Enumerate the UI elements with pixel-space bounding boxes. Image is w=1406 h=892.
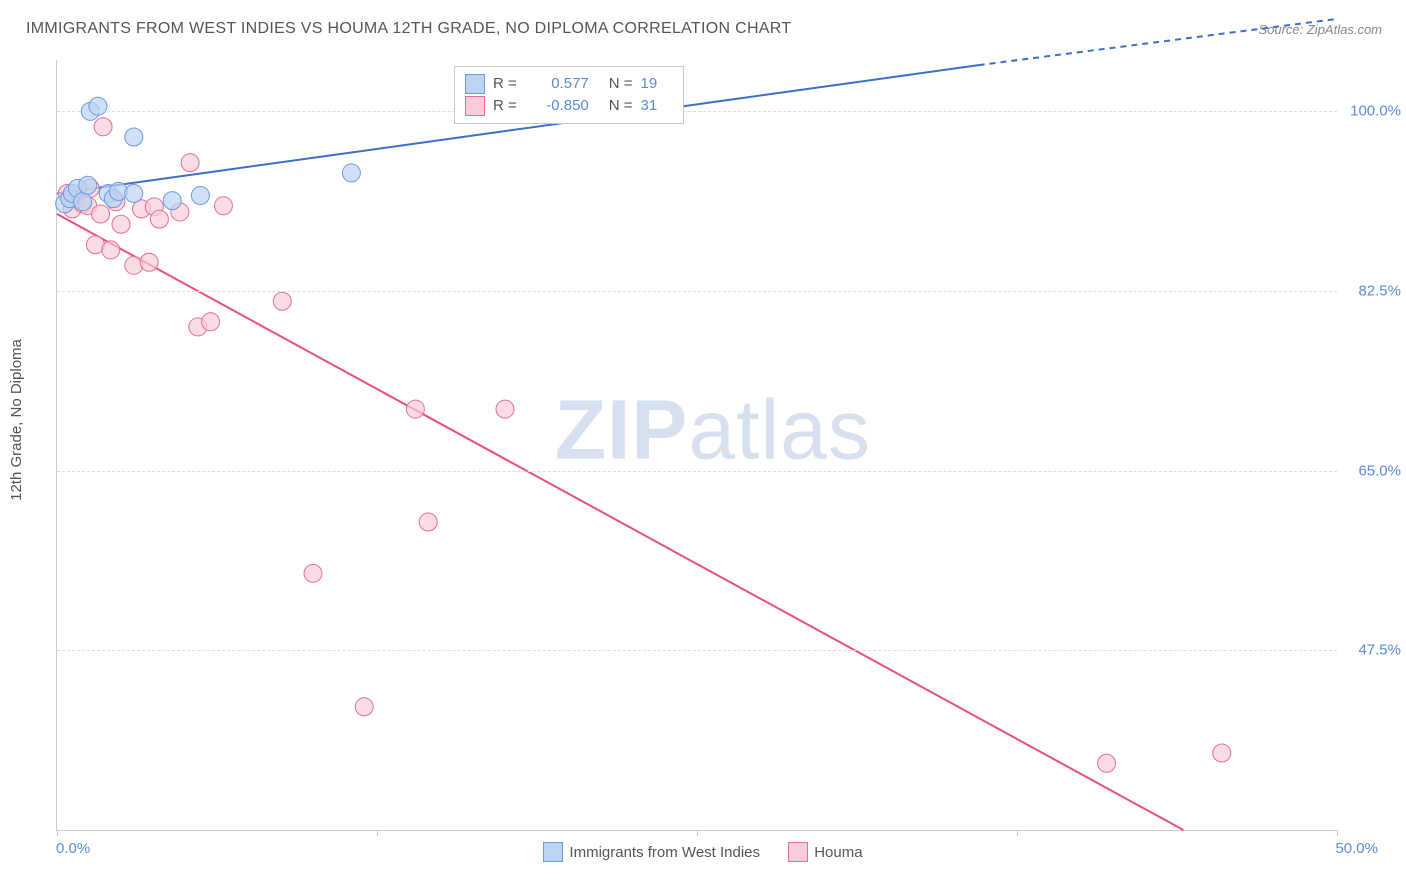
x-tick [1337, 830, 1338, 836]
chart-title: IMMIGRANTS FROM WEST INDIES VS HOUMA 12T… [26, 20, 791, 38]
data-point [355, 698, 373, 716]
gridline [57, 471, 1337, 472]
x-tick [1017, 830, 1018, 836]
data-point [112, 215, 130, 233]
y-tick-label: 65.0% [1358, 462, 1401, 479]
data-point [191, 187, 209, 205]
r-label-1: R = [493, 73, 517, 95]
n-label-1: N = [609, 73, 633, 95]
r-label-2: R = [493, 95, 517, 117]
data-point [202, 313, 220, 331]
data-point [273, 292, 291, 310]
regression-line [57, 214, 1183, 830]
data-point [406, 400, 424, 418]
n-label-2: N = [609, 95, 633, 117]
bottom-legend-swatch-2 [788, 842, 808, 862]
data-point [214, 197, 232, 215]
data-point [94, 118, 112, 136]
data-point [163, 192, 181, 210]
bottom-legend-label-2: Houma [814, 844, 862, 861]
gridline [57, 291, 1337, 292]
n-value-1: 19 [641, 73, 671, 95]
data-point [102, 241, 120, 259]
y-tick-label: 82.5% [1358, 283, 1401, 300]
bottom-legend-item-2: Houma [788, 842, 862, 862]
data-point [342, 164, 360, 182]
y-axis-label: 12th Grade, No Diploma [8, 339, 25, 501]
x-tick [697, 830, 698, 836]
data-point [496, 400, 514, 418]
x-tick [377, 830, 378, 836]
data-point [125, 128, 143, 146]
x-tick [57, 830, 58, 836]
r-value-2: -0.850 [525, 95, 589, 117]
data-point [125, 256, 143, 274]
regression-line [979, 19, 1337, 65]
bottom-legend-swatch-1 [543, 842, 563, 862]
scatter-svg [57, 60, 1337, 830]
bottom-legend-item-1: Immigrants from West Indies [543, 842, 760, 862]
y-tick-label: 47.5% [1358, 642, 1401, 659]
r-value-1: 0.577 [525, 73, 589, 95]
data-point [79, 176, 97, 194]
data-point [1098, 754, 1116, 772]
bottom-legend: Immigrants from West Indies Houma [0, 842, 1406, 866]
data-point [140, 253, 158, 271]
legend-swatch-2 [465, 96, 485, 116]
data-point [419, 513, 437, 531]
data-point [92, 205, 110, 223]
legend-row-series-1: R = 0.577 N = 19 [465, 73, 671, 95]
correlation-legend-box: R = 0.577 N = 19 R = -0.850 N = 31 [454, 66, 684, 124]
data-point [150, 210, 168, 228]
chart-plot-area: ZIPatlas 100.0%82.5%65.0%47.5% [56, 60, 1337, 831]
n-value-2: 31 [641, 95, 671, 117]
legend-swatch-1 [465, 74, 485, 94]
data-point [1213, 744, 1231, 762]
data-point [89, 97, 107, 115]
gridline [57, 111, 1337, 112]
gridline [57, 650, 1337, 651]
data-point [74, 193, 92, 211]
data-point [125, 184, 143, 202]
data-point [181, 154, 199, 172]
bottom-legend-label-1: Immigrants from West Indies [569, 844, 760, 861]
data-point [304, 564, 322, 582]
y-tick-label: 100.0% [1350, 103, 1401, 120]
legend-row-series-2: R = -0.850 N = 31 [465, 95, 671, 117]
source-label: Source: ZipAtlas.com [1258, 22, 1382, 37]
